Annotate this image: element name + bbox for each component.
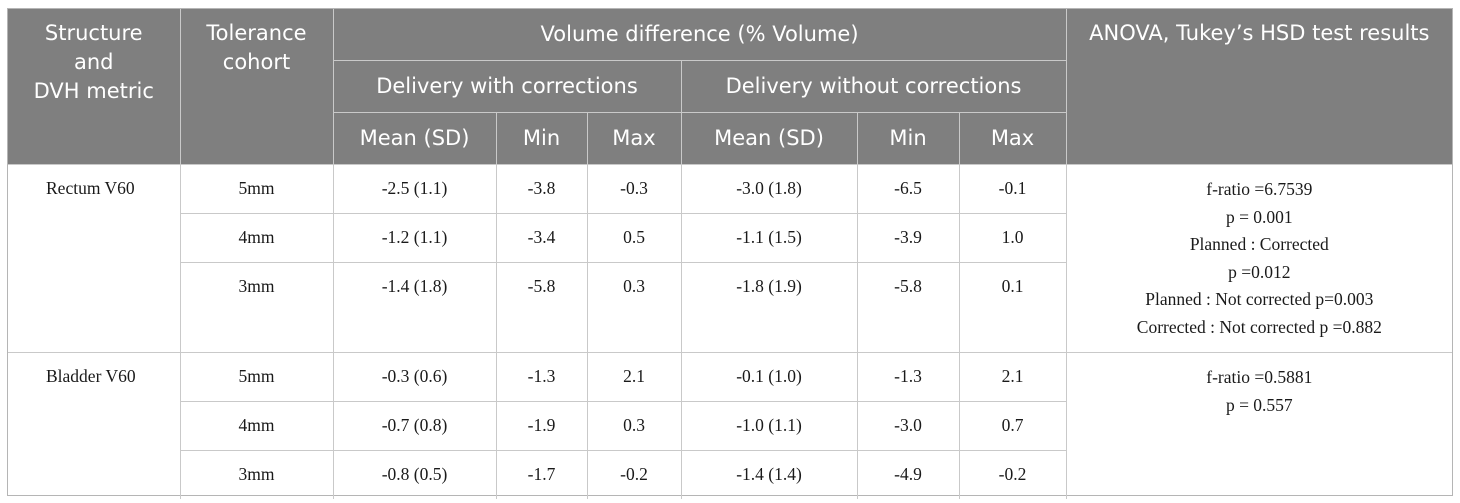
table-row: Rectum V60 5mm -2.5 (1.1) -3.8 -0.3 -3.0… (8, 164, 1453, 353)
structure-cell: Bladder V60 (8, 352, 181, 499)
mean-sd-without-cell: -0.1 (1.0) (681, 352, 858, 402)
mean-sd-header-without: Mean (SD) (680, 112, 858, 165)
mean-sd-without-cell: -1.8 (1.9) (681, 262, 858, 353)
max-without-cell: 2.1 (959, 352, 1067, 402)
stats-line: p = 0.557 (1225, 394, 1293, 415)
min-without-cell: -5.8 (857, 262, 960, 353)
mean-sd-with-cell: -2.5 (1.1) (333, 164, 497, 214)
anova-stats-cell: f-ratio =0.5881 p = 0.557 (1066, 353, 1452, 500)
max-with-cell: 0.5 (587, 213, 682, 263)
max-with-cell: 0.3 (587, 262, 682, 353)
results-table-container: Structure and DVH metric Tolerance cohor… (7, 8, 1453, 499)
mean-sd-header-with: Mean (SD) (332, 112, 497, 165)
min-with-cell: -1.7 (496, 450, 588, 499)
tolerance-cell: 4mm (180, 401, 334, 451)
tolerance-cell: 3mm (180, 450, 334, 499)
structure-header-line-2: and (73, 50, 114, 74)
max-without-cell: -0.2 (959, 450, 1067, 499)
max-with-cell: -0.2 (587, 450, 682, 499)
structure-header-line-3: DVH metric (33, 79, 154, 103)
tolerance-cell: 5mm (180, 164, 334, 214)
structure-header-line-1: Structure (44, 21, 143, 45)
min-header-with: Min (495, 112, 588, 165)
min-without-cell: -3.9 (857, 213, 960, 263)
min-without-cell: -6.5 (857, 164, 960, 214)
anova-header: ANOVA, Tukey’s HSD test results (1065, 9, 1453, 165)
min-with-cell: -1.9 (496, 401, 588, 451)
tolerance-cell: 4mm (180, 213, 334, 263)
mean-sd-without-cell: -1.0 (1.1) (681, 401, 858, 451)
mean-sd-without-cell: -3.0 (1.8) (681, 164, 858, 214)
min-without-cell: -1.3 (857, 352, 960, 402)
stats-line: f-ratio =0.5881 (1206, 367, 1313, 387)
tolerance-cell: 5mm (180, 352, 334, 402)
stats-line: p = 0.001 (1225, 206, 1293, 227)
mean-sd-without-cell: -1.4 (1.4) (681, 450, 858, 499)
table-row: Bladder V60 5mm -0.3 (0.6) -1.3 2.1 -0.1… (8, 352, 1452, 499)
with-corrections-header: Delivery with corrections (332, 60, 682, 113)
table-row: 3mm -1.4 (1.8) -5.8 0.3 -1.8 (1.9) -5.8 … (8, 262, 1452, 353)
min-with-cell: -5.8 (496, 262, 588, 353)
max-without-cell: -0.1 (959, 164, 1067, 214)
mean-sd-with-cell: -0.3 (0.6) (333, 352, 497, 402)
mean-sd-with-cell: -1.4 (1.8) (333, 262, 497, 353)
min-with-cell: -3.8 (496, 164, 588, 214)
max-with-cell: -0.3 (587, 164, 682, 214)
without-corrections-header: Delivery without corrections (680, 60, 1067, 113)
min-with-cell: -1.3 (496, 352, 588, 402)
max-without-cell: 0.1 (959, 262, 1067, 353)
mean-sd-with-cell: -0.7 (0.8) (333, 401, 497, 451)
stats-line: f-ratio =6.7539 (1206, 179, 1313, 199)
volume-difference-header: Volume difference (% Volume) (332, 9, 1067, 61)
table-row: 4mm -1.2 (1.1) -3.4 0.5 -1.1 (1.5) -3.9 … (8, 213, 1452, 263)
tolerance-cell: 3mm (180, 262, 334, 353)
stats-line: Planned : Not corrected p=0.003 (1145, 289, 1374, 309)
min-without-cell: -4.9 (857, 450, 960, 499)
stats-line: Planned : Corrected (1189, 234, 1329, 254)
results-table: Structure and DVH metric Tolerance cohor… (8, 9, 1453, 499)
tolerance-header-line-1: Tolerance (206, 21, 307, 45)
table-row: 4mm -0.7 (0.8) -1.9 0.3 -1.0 (1.1) -3.0 … (8, 401, 1452, 451)
tolerance-header: Tolerance cohort (179, 9, 334, 165)
max-without-cell: 0.7 (959, 401, 1067, 451)
mean-sd-with-cell: -1.2 (1.1) (333, 213, 497, 263)
table-row: 3mm -0.8 (0.5) -1.7 -0.2 -1.4 (1.4) -4.9… (8, 450, 1452, 499)
mean-sd-without-cell: -1.1 (1.5) (681, 213, 858, 263)
max-header-without: Max (958, 112, 1067, 165)
max-with-cell: 2.1 (587, 352, 682, 402)
max-without-cell: 1.0 (959, 213, 1067, 263)
structure-cell: Rectum V60 (8, 164, 181, 353)
structure-header: Structure and DVH metric (8, 9, 181, 165)
max-header-with: Max (586, 112, 682, 165)
max-with-cell: 0.3 (587, 401, 682, 451)
min-header-without: Min (856, 112, 960, 165)
mean-sd-with-cell: -0.8 (0.5) (333, 450, 497, 499)
min-without-cell: -3.0 (857, 401, 960, 451)
tolerance-header-line-2: cohort (222, 50, 291, 74)
anova-stats-cell: f-ratio =6.7539 p = 0.001 Planned : Corr… (1066, 164, 1453, 353)
stats-line: Corrected : Not corrected p =0.882 (1136, 316, 1382, 337)
stats-line: p =0.012 (1228, 261, 1291, 282)
min-with-cell: -3.4 (496, 213, 588, 263)
